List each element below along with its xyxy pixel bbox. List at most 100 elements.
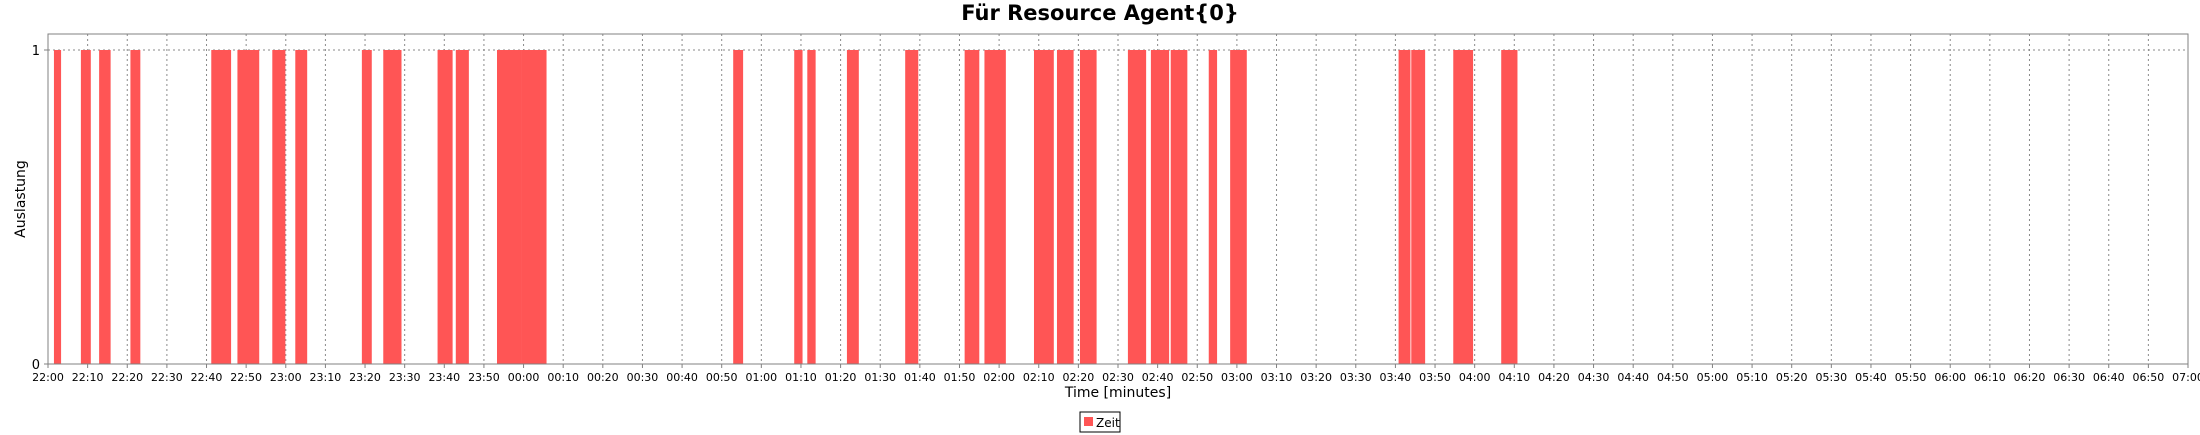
x-tick-label: 04:50 — [1657, 371, 1689, 384]
bar — [383, 50, 402, 364]
bar — [521, 50, 547, 364]
bar — [237, 50, 260, 364]
x-tick-label: 01:20 — [825, 371, 857, 384]
legend-entry-zeit: Zeit — [1096, 416, 1120, 430]
x-tick-label: 23:20 — [349, 371, 381, 384]
bar — [1453, 50, 1474, 364]
x-tick-label: 04:30 — [1578, 371, 1610, 384]
x-tick-label: 05:50 — [1895, 371, 1927, 384]
x-tick-label: 00:30 — [627, 371, 659, 384]
x-tick-label: 02:00 — [983, 371, 1015, 384]
x-tick-label: 04:10 — [1498, 371, 1530, 384]
x-tick-label: 23:30 — [389, 371, 421, 384]
x-tick-label: 06:40 — [2093, 371, 2125, 384]
bar — [807, 50, 816, 364]
bar — [1150, 50, 1170, 364]
y-axis-label: Auslastung — [13, 160, 29, 238]
x-tick-label: 02:20 — [1063, 371, 1095, 384]
legend: Zeit — [1079, 411, 1121, 433]
bar — [497, 50, 522, 364]
x-tick-label: 22:40 — [191, 371, 223, 384]
bar — [984, 50, 1006, 364]
bar — [130, 50, 141, 364]
bar — [53, 50, 62, 364]
bars — [53, 50, 1518, 364]
y-axis-ticks: 01 — [32, 44, 48, 373]
x-axis-ticks: 22:00 22:10 22:20 22:30 22:40 22:50 23:00 23:10… — [32, 364, 2200, 384]
bar — [1033, 50, 1054, 364]
x-tick-label: 01:10 — [785, 371, 817, 384]
bar — [1230, 50, 1247, 364]
bar — [1170, 50, 1188, 364]
bar — [80, 50, 91, 364]
x-tick-label: 03:50 — [1419, 371, 1451, 384]
x-tick-label: 02:40 — [1142, 371, 1174, 384]
x-tick-label: 03:20 — [1300, 371, 1332, 384]
x-tick-label: 23:40 — [428, 371, 460, 384]
x-tick-label: 22:20 — [111, 371, 143, 384]
bar — [272, 50, 286, 364]
x-tick-label: 03:10 — [1261, 371, 1293, 384]
x-tick-label: 05:30 — [1815, 371, 1847, 384]
bar — [1411, 50, 1426, 364]
x-tick-label: 05:00 — [1697, 371, 1729, 384]
bar — [1079, 50, 1097, 364]
bar — [846, 50, 859, 364]
x-tick-label: 03:00 — [1221, 371, 1253, 384]
x-tick-label: 22:00 — [32, 371, 64, 384]
x-tick-label: 23:10 — [310, 371, 342, 384]
x-tick-label: 06:20 — [2014, 371, 2046, 384]
x-tick-label: 00:50 — [706, 371, 738, 384]
bar — [1208, 50, 1218, 364]
bar — [1398, 50, 1411, 364]
bar — [905, 50, 919, 364]
x-tick-label: 02:50 — [1181, 371, 1213, 384]
x-tick-label: 23:00 — [270, 371, 302, 384]
x-tick-label: 22:30 — [151, 371, 183, 384]
bar — [437, 50, 453, 364]
x-tick-label: 05:20 — [1776, 371, 1808, 384]
bar — [211, 50, 232, 364]
bar — [1127, 50, 1147, 364]
x-tick-label: 00:10 — [547, 371, 579, 384]
x-tick-label: 00:00 — [508, 371, 540, 384]
x-tick-label: 06:10 — [1974, 371, 2006, 384]
x-tick-label: 02:30 — [1102, 371, 1134, 384]
bar — [295, 50, 308, 364]
x-tick-label: 00:20 — [587, 371, 619, 384]
x-tick-label: 00:40 — [666, 371, 698, 384]
x-tick-label: 06:50 — [2133, 371, 2165, 384]
x-tick-label: 06:00 — [1934, 371, 1966, 384]
bar — [455, 50, 469, 364]
bar — [361, 50, 372, 364]
x-tick-label: 06:30 — [2053, 371, 2085, 384]
x-axis-label: Time [minutes] — [1064, 385, 1171, 401]
x-tick-label: 01:40 — [904, 371, 936, 384]
bar — [794, 50, 803, 364]
legend-swatch — [1084, 417, 1093, 426]
bar — [964, 50, 980, 364]
x-tick-label: 03:30 — [1340, 371, 1372, 384]
x-tick-label: 03:40 — [1380, 371, 1412, 384]
x-tick-label: 01:00 — [745, 371, 777, 384]
chart-title: Für Resource Agent{0} — [961, 1, 1239, 25]
bar — [733, 50, 744, 364]
x-tick-label: 07:00 — [2172, 371, 2200, 384]
y-tick-label: 0 — [32, 358, 40, 373]
x-tick-label: 05:10 — [1736, 371, 1768, 384]
x-tick-label: 04:40 — [1617, 371, 1649, 384]
x-tick-label: 05:40 — [1855, 371, 1887, 384]
x-tick-label: 04:00 — [1459, 371, 1491, 384]
x-tick-label: 23:50 — [468, 371, 500, 384]
x-tick-label: 01:30 — [864, 371, 896, 384]
x-tick-label: 01:50 — [944, 371, 976, 384]
y-tick-label: 1 — [32, 44, 40, 59]
bar — [1501, 50, 1518, 364]
x-tick-label: 22:50 — [230, 371, 262, 384]
bar — [1056, 50, 1074, 364]
x-tick-label: 22:10 — [72, 371, 104, 384]
x-tick-label: 04:20 — [1538, 371, 1570, 384]
x-tick-label: 02:10 — [1023, 371, 1055, 384]
bar — [99, 50, 111, 364]
